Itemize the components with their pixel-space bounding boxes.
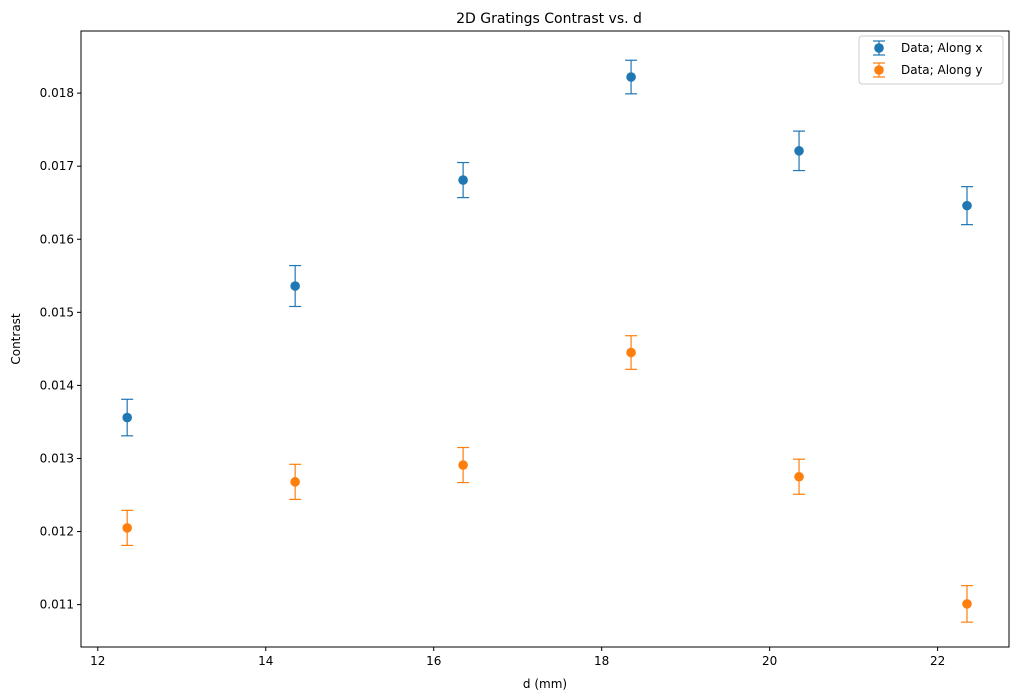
- x-tick-label: 14: [258, 654, 273, 668]
- y-axis-label: Contrast: [9, 313, 23, 365]
- data-point: [626, 72, 636, 82]
- data-point: [290, 281, 300, 291]
- x-axis-label: d (mm): [523, 677, 567, 691]
- x-tick-label: 20: [762, 654, 777, 668]
- y-tick-label: 0.012: [40, 525, 74, 539]
- plot-area-frame: [80, 30, 1010, 648]
- series-1: [121, 59, 974, 437]
- x-tick-label: 18: [594, 654, 609, 668]
- data-point: [290, 477, 300, 487]
- series-2: [121, 335, 974, 623]
- y-tick-label: 0.013: [40, 451, 74, 465]
- legend: Data; Along x Data; Along y: [858, 35, 1004, 85]
- data-point: [962, 200, 972, 211]
- data-point: [122, 523, 132, 533]
- y-tick-label: 0.017: [40, 159, 74, 173]
- data-point: [794, 471, 804, 482]
- y-tick-label: 0.015: [40, 305, 74, 319]
- x-axis-ticks: 12 14 16 18 20 22: [90, 647, 945, 668]
- y-axis-ticks: 0.011 0.012 0.013 0.014 0.015 0.016 0.017 0.018: [40, 86, 81, 612]
- chart-title: 2D Gratings Contrast vs. d: [456, 11, 642, 27]
- x-tick-label: 22: [930, 654, 945, 668]
- series-layer: [121, 59, 974, 623]
- y-tick-label: 0.016: [40, 232, 74, 246]
- data-point: [794, 146, 804, 156]
- legend-marker: [874, 43, 884, 53]
- legend-marker: [874, 65, 884, 75]
- x-tick-label: 12: [90, 654, 105, 668]
- data-point: [458, 175, 468, 185]
- y-tick-label: 0.011: [40, 598, 74, 612]
- y-tick-label: 0.018: [40, 86, 74, 100]
- legend-label: Data; Along y: [901, 63, 983, 77]
- legend-label: Data; Along x: [901, 41, 983, 55]
- data-point: [962, 599, 972, 609]
- x-tick-label: 16: [426, 654, 441, 668]
- data-point: [122, 412, 132, 423]
- y-tick-label: 0.014: [40, 378, 74, 392]
- data-point: [626, 347, 636, 358]
- legend-box: [858, 35, 1004, 85]
- data-point: [458, 460, 468, 470]
